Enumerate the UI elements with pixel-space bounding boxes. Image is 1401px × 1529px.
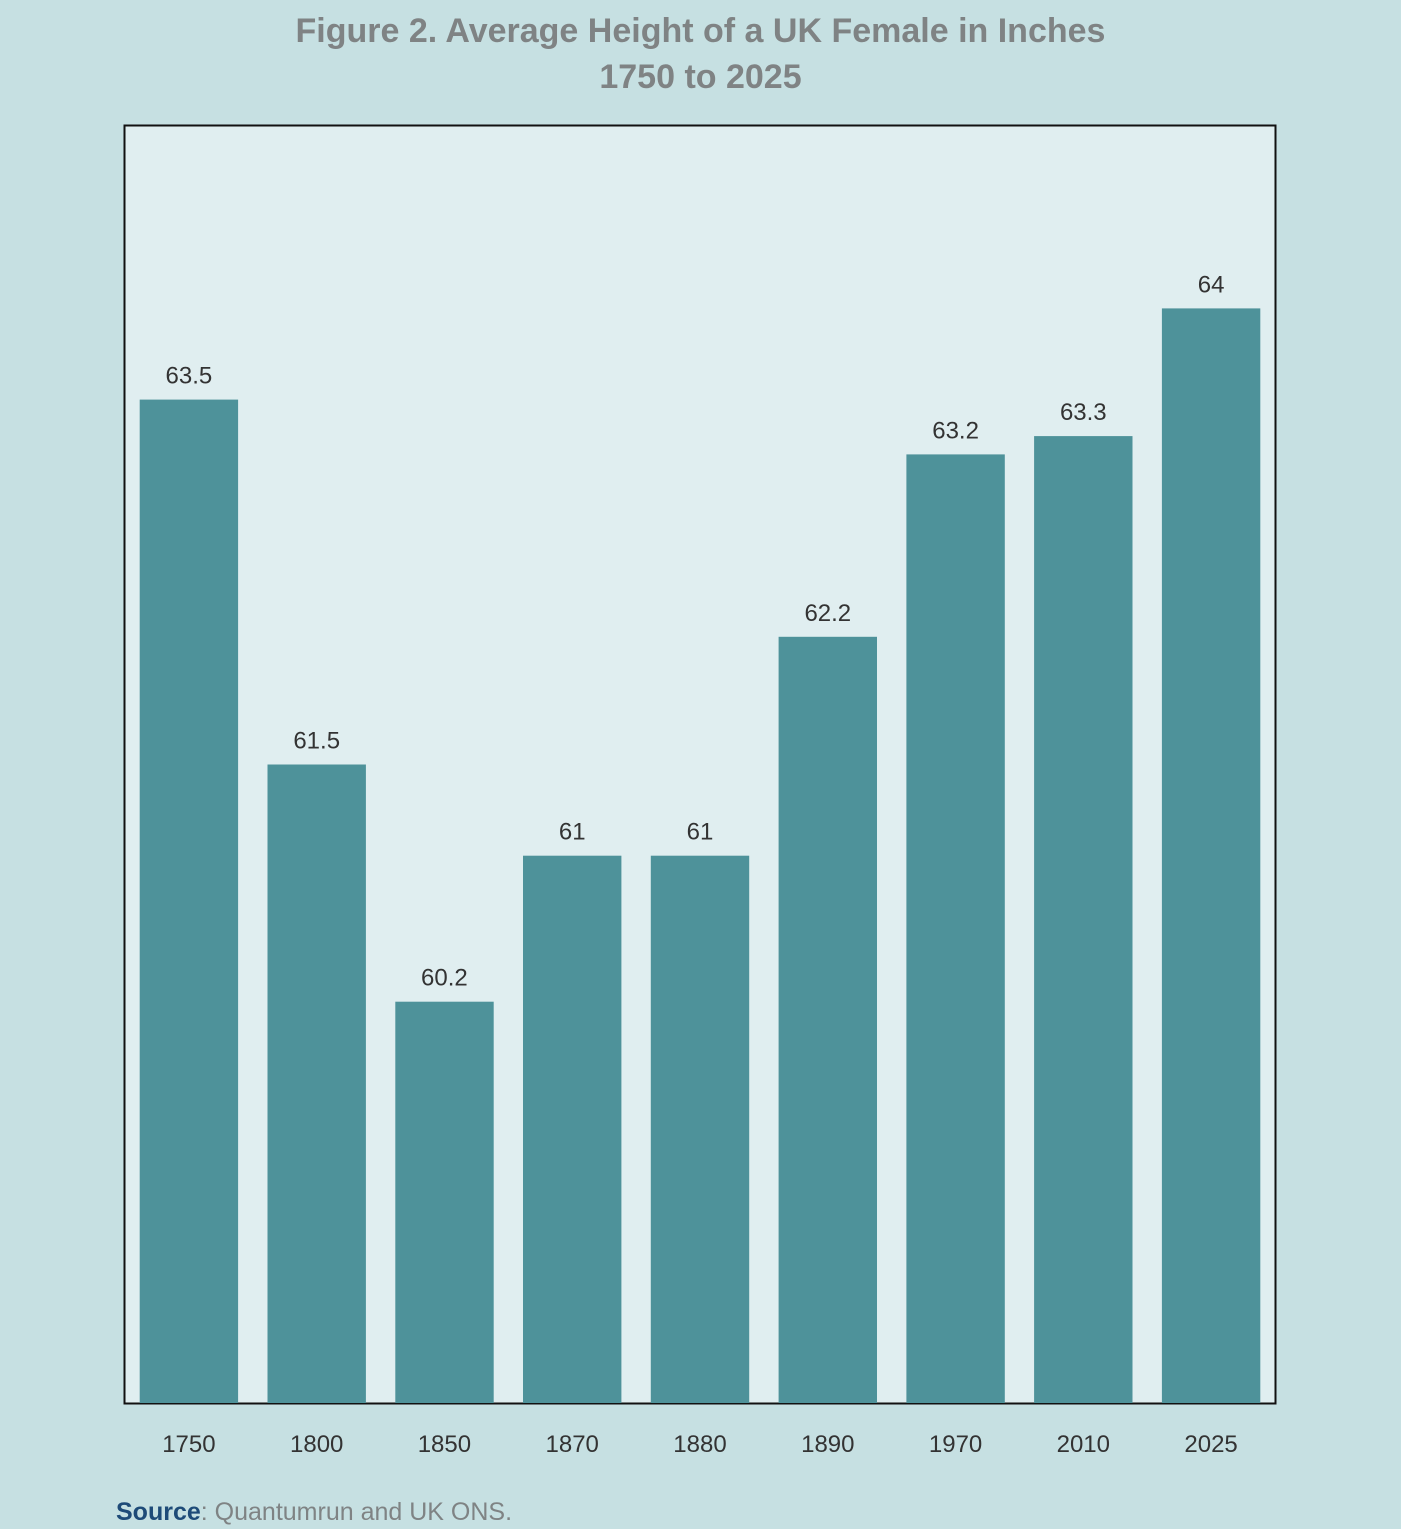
bar-1800 [267,764,366,1403]
bar-2025 [1161,308,1261,1403]
chart-title: Figure 2. Average Height of a UK Female … [295,12,1106,50]
bars-group [139,308,1261,1404]
x-tick-label-1870: 1870 [546,1431,599,1458]
x-tick-label-2025: 2025 [1184,1431,1237,1458]
chart-subtitle: 1750 to 2025 [599,58,802,96]
value-label-1750: 63.5 [166,363,213,390]
x-tick-label-2010: 2010 [1057,1431,1110,1458]
value-labels-group: 63.5 61.5 60.2 61 61 62.2 63.2 63.3 64 [166,271,1225,991]
chart-title-block: Figure 2. Average Height of a UK Female … [0,8,1401,100]
bar-2010 [1034,436,1133,1404]
x-tick-label-1880: 1880 [673,1431,726,1458]
source-note: Source: Quantumrun and UK ONS. [116,1496,512,1528]
x-tick-label-1800: 1800 [290,1431,343,1458]
bar-1750 [139,399,239,1404]
x-tick-label-1750: 1750 [162,1431,215,1458]
value-label-1850: 60.2 [421,965,468,992]
x-tick-label-1890: 1890 [801,1431,854,1458]
value-label-1880: 61 [687,819,714,846]
x-tick-label-1970: 1970 [929,1431,982,1458]
value-label-1800: 61.5 [293,728,340,755]
x-tick-label-1850: 1850 [418,1431,471,1458]
source-colon: : [200,1498,215,1526]
value-label-1870: 61 [559,819,586,846]
source-text: Quantumrun and UK ONS. [214,1498,513,1526]
value-label-1970: 63.2 [932,417,979,444]
bar-1880 [650,855,750,1403]
source-label: Source [116,1498,201,1526]
value-label-2025: 64 [1198,271,1225,298]
bar-1870 [523,855,622,1403]
bar-1890 [778,636,877,1403]
value-label-1890: 62.2 [804,600,851,627]
bar-1970 [906,454,1005,1403]
bar-1850 [395,1001,494,1403]
value-label-2010: 63.3 [1060,399,1107,426]
x-axis-tick-labels: 1750 1800 1850 1870 1880 1890 1970 2010 2025 [162,1431,1238,1458]
